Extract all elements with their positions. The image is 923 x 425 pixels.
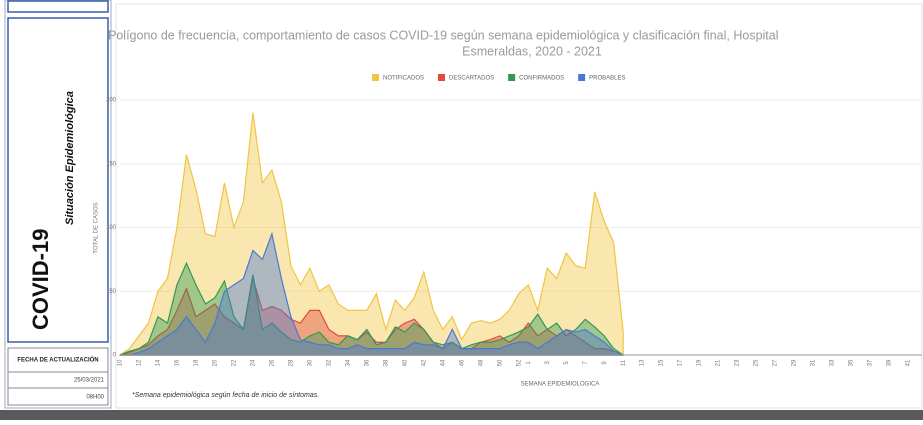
x-tick-label: 27 — [773, 359, 779, 366]
y-tick-label: 150 — [106, 161, 117, 167]
x-tick-label: 19 — [697, 359, 703, 366]
footnote: *Semana epidemiológica según fecha de in… — [132, 392, 319, 399]
x-tick-label: 46 — [459, 359, 465, 366]
chart-title-line-2: Esmeraldas, 2020 - 2021 — [462, 44, 602, 58]
x-tick-label: 42 — [421, 359, 427, 366]
x-tick-label: 17 — [678, 359, 684, 366]
y-tick-label: 50 — [109, 289, 116, 295]
area-confirmados — [119, 261, 626, 356]
update-label-box — [7, 347, 109, 373]
x-tick-label: 21 — [716, 359, 722, 366]
bottom-strip — [0, 410, 923, 420]
x-tick-label: 41 — [906, 359, 912, 366]
legend-label: PROBABLES — [589, 76, 625, 82]
area-probables — [120, 231, 624, 356]
x-tick-label: 37 — [868, 359, 874, 366]
x-tick-label: 13 — [640, 359, 646, 366]
legend-label: CONFIRMADOS — [519, 76, 564, 82]
x-tick-label: 16 — [175, 359, 181, 366]
x-tick-label: 9 — [602, 361, 608, 365]
sidebar-subtitle: Situación Epidemiológica — [64, 91, 76, 225]
x-tick-label: 33 — [830, 359, 836, 366]
x-tick-label: 11 — [621, 359, 627, 366]
update-time-box — [7, 387, 109, 406]
x-tick-label: 40 — [402, 359, 408, 366]
y-tick-label: 200 — [106, 98, 117, 104]
x-tick-label: 32 — [326, 359, 332, 366]
x-tick-label: 44 — [440, 359, 446, 366]
update-date: 25/03/2021 — [74, 378, 105, 384]
x-tick-label: 35 — [849, 359, 855, 366]
update-time: 08H00 — [86, 395, 104, 401]
legend-swatch — [438, 74, 446, 81]
x-tick-label: 34 — [345, 359, 351, 366]
x-tick-label: 18 — [194, 359, 200, 366]
x-tick-label: 14 — [156, 359, 162, 366]
legend-swatch — [508, 74, 516, 81]
x-tick-label: 15 — [659, 359, 665, 366]
y-tick-label: 100 — [106, 225, 117, 231]
x-tick-label: 20 — [213, 359, 219, 366]
legend-label: NOTIFICADOS — [383, 76, 424, 82]
x-tick-label: 26 — [269, 359, 275, 366]
x-tick-label: 29 — [792, 359, 798, 366]
x-tick-label: 31 — [811, 359, 817, 366]
sidebar-title-box — [7, 17, 109, 343]
x-tick-label: 5 — [564, 361, 570, 365]
x-tick-label: 36 — [364, 359, 370, 366]
x-tick-label: 3 — [545, 361, 551, 365]
y-axis-label: TOTAL DE CASOS — [94, 202, 100, 253]
x-tick-label: 23 — [735, 359, 741, 366]
x-tick-label: 7 — [583, 361, 589, 365]
sidebar-top-box — [7, 0, 109, 13]
x-tick-label: 39 — [887, 359, 893, 366]
x-tick-label: 1 — [526, 361, 532, 365]
area-notificados — [118, 112, 624, 356]
y-tick-label: 0 — [113, 353, 117, 359]
x-tick-label: 50 — [497, 359, 503, 366]
x-tick-label: 30 — [307, 359, 313, 366]
x-tick-label: 52 — [516, 359, 522, 366]
legend-swatch — [372, 74, 379, 81]
x-tick-label: 22 — [232, 359, 238, 366]
x-tick-label: 24 — [250, 359, 256, 366]
legend-label: DESCARTADOS — [449, 76, 494, 82]
x-tick-label: 48 — [478, 359, 484, 366]
x-tick-label: 25 — [754, 359, 760, 366]
x-tick-label: 12 — [137, 359, 143, 366]
x-tick-label: 28 — [288, 359, 294, 366]
chart-frame — [115, 3, 923, 409]
x-axis-label: SEMANA EPIDEMIOLOGICA — [521, 382, 600, 388]
update-label: FECHA DE ACTUALIZACIÓN — [17, 356, 98, 364]
x-tick-label: 38 — [383, 359, 389, 366]
legend-swatch — [578, 74, 586, 81]
sidebar-title: COVID-19 — [28, 229, 53, 330]
chart-title-line-1: Polígono de frecuencia, comportamiento d… — [108, 28, 779, 42]
x-tick-label: 10 — [118, 359, 124, 366]
